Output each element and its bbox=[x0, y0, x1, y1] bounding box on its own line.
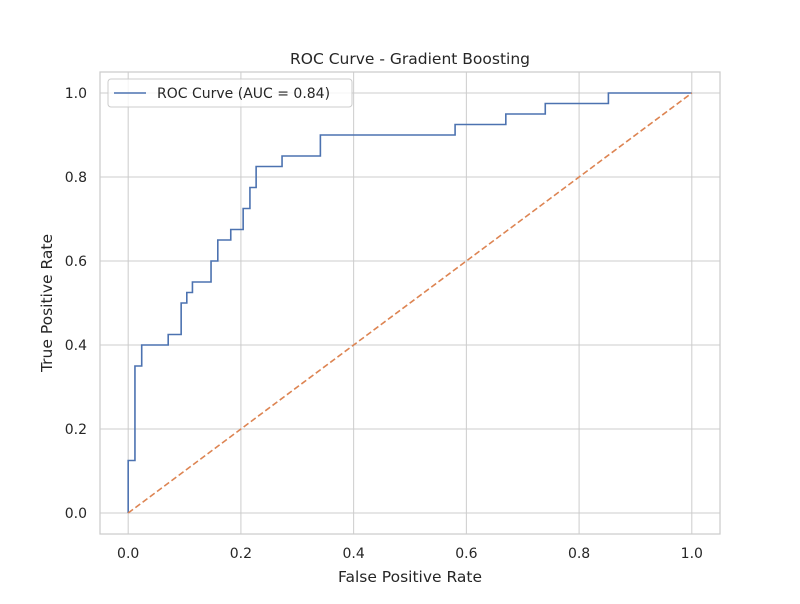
plot-frame bbox=[99, 71, 721, 535]
chart-title: ROC Curve - Gradient Boosting bbox=[290, 50, 530, 68]
legend-box bbox=[107, 78, 353, 108]
y-axis-label: True Positive Rate bbox=[38, 234, 56, 373]
x-tick-label: 0.8 bbox=[568, 546, 590, 562]
tick-labels: 0.0 0.2 0.4 0.6 0.8 1.0 0.0 0.2 0.4 0.6 0.8 1.0 bbox=[65, 86, 703, 562]
x-tick-label: 0.0 bbox=[117, 546, 139, 562]
legend-label-roc-curve: ROC Curve (AUC = 0.84) bbox=[157, 86, 330, 102]
y-tick-label: 1.0 bbox=[65, 86, 87, 102]
random-classifier-line bbox=[127, 92, 693, 514]
y-tick-label: 0.2 bbox=[65, 422, 87, 438]
legend: ROC Curve (AUC = 0.84) bbox=[107, 78, 353, 108]
x-tick-label: 0.6 bbox=[455, 546, 477, 562]
x-tick-label: 1.0 bbox=[681, 546, 703, 562]
x-axis-label: False Positive Rate bbox=[338, 568, 482, 586]
roc-curve-line bbox=[127, 92, 692, 513]
x-tick-label: 0.2 bbox=[230, 546, 252, 562]
y-tick-label: 0.6 bbox=[65, 254, 87, 270]
y-tick-label: 0.8 bbox=[65, 170, 87, 186]
y-tick-label: 0.0 bbox=[65, 506, 87, 522]
grid-lines bbox=[100, 72, 720, 534]
x-tick-label: 0.4 bbox=[343, 546, 365, 562]
series-lines bbox=[127, 92, 693, 514]
y-tick-label: 0.4 bbox=[65, 338, 87, 354]
